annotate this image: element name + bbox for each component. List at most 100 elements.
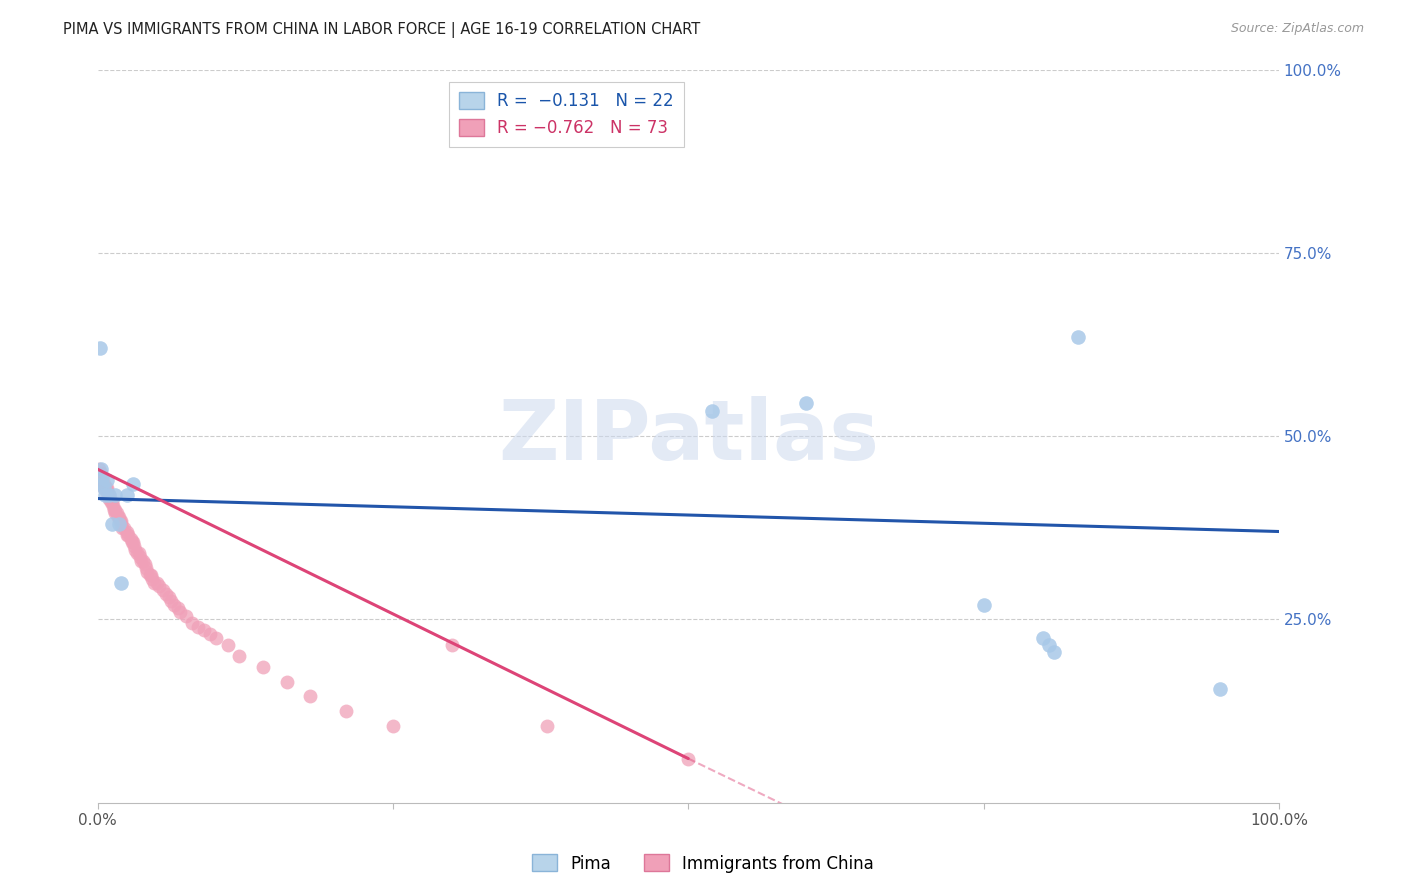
- Point: [181, 616, 204, 631]
- Point: [91, 476, 114, 491]
- Point: [100, 495, 122, 509]
- Point: [120, 532, 142, 546]
- Point: [187, 620, 209, 634]
- Point: [105, 506, 128, 520]
- Point: [167, 601, 190, 615]
- Point: [122, 535, 145, 549]
- Point: [98, 491, 121, 506]
- Point: [96, 473, 118, 487]
- Point: [128, 546, 150, 560]
- Point: [110, 575, 132, 590]
- Point: [678, 751, 700, 765]
- Point: [1043, 645, 1066, 659]
- Point: [108, 517, 131, 532]
- Point: [134, 558, 156, 572]
- Point: [155, 587, 177, 601]
- Legend: Pima, Immigrants from China: Pima, Immigrants from China: [524, 847, 882, 880]
- Point: [148, 579, 170, 593]
- Point: [107, 509, 129, 524]
- Legend: R =  −0.131   N = 22, R = −0.762   N = 73: R = −0.131 N = 22, R = −0.762 N = 73: [449, 82, 683, 146]
- Point: [381, 718, 404, 732]
- Point: [97, 488, 120, 502]
- Point: [96, 481, 118, 495]
- Point: [700, 403, 723, 417]
- Point: [157, 591, 180, 605]
- Point: [1038, 638, 1060, 652]
- Point: [1067, 330, 1090, 344]
- Point: [117, 528, 139, 542]
- Point: [108, 509, 131, 524]
- Point: [96, 484, 118, 499]
- Point: [139, 568, 162, 582]
- Point: [112, 521, 135, 535]
- Point: [103, 502, 125, 516]
- Point: [91, 473, 114, 487]
- Point: [135, 561, 157, 575]
- Point: [152, 583, 174, 598]
- Point: [335, 704, 357, 718]
- Point: [90, 466, 112, 480]
- Point: [1209, 681, 1232, 696]
- Point: [115, 528, 138, 542]
- Point: [299, 690, 322, 704]
- Point: [145, 575, 167, 590]
- Point: [131, 554, 153, 568]
- Point: [93, 481, 115, 495]
- Point: [115, 488, 138, 502]
- Point: [110, 514, 132, 528]
- Point: [125, 546, 148, 560]
- Point: [138, 568, 160, 582]
- Point: [93, 481, 115, 495]
- Point: [129, 550, 152, 565]
- Point: [204, 631, 226, 645]
- Point: [87, 462, 110, 476]
- Point: [97, 488, 120, 502]
- Point: [193, 624, 215, 638]
- Point: [131, 554, 153, 568]
- Point: [104, 502, 127, 516]
- Point: [217, 638, 239, 652]
- Point: [101, 495, 124, 509]
- Point: [141, 572, 163, 586]
- Point: [174, 608, 197, 623]
- Point: [93, 476, 115, 491]
- Text: PIMA VS IMMIGRANTS FROM CHINA IN LABOR FORCE | AGE 16-19 CORRELATION CHART: PIMA VS IMMIGRANTS FROM CHINA IN LABOR F…: [63, 22, 700, 38]
- Point: [115, 524, 138, 539]
- Point: [91, 469, 114, 483]
- Point: [1032, 631, 1054, 645]
- Point: [98, 488, 121, 502]
- Point: [101, 517, 124, 532]
- Point: [276, 674, 298, 689]
- Point: [973, 598, 995, 612]
- Point: [163, 598, 186, 612]
- Point: [111, 521, 134, 535]
- Point: [121, 535, 143, 549]
- Point: [143, 575, 166, 590]
- Point: [796, 396, 818, 410]
- Point: [89, 342, 111, 356]
- Point: [252, 660, 274, 674]
- Point: [169, 605, 191, 619]
- Point: [160, 594, 183, 608]
- Point: [441, 638, 464, 652]
- Point: [89, 469, 111, 483]
- Point: [536, 718, 558, 732]
- Point: [93, 481, 115, 495]
- Point: [110, 517, 132, 532]
- Point: [198, 627, 221, 641]
- Point: [122, 539, 145, 553]
- Point: [104, 506, 127, 520]
- Point: [104, 488, 127, 502]
- Point: [94, 481, 117, 495]
- Text: ZIPatlas: ZIPatlas: [498, 396, 879, 477]
- Point: [124, 542, 146, 557]
- Point: [228, 648, 250, 663]
- Point: [122, 476, 145, 491]
- Point: [108, 514, 131, 528]
- Point: [101, 499, 124, 513]
- Point: [136, 565, 159, 579]
- Point: [98, 488, 121, 502]
- Point: [90, 462, 112, 476]
- Point: [93, 488, 115, 502]
- Text: Source: ZipAtlas.com: Source: ZipAtlas.com: [1230, 22, 1364, 36]
